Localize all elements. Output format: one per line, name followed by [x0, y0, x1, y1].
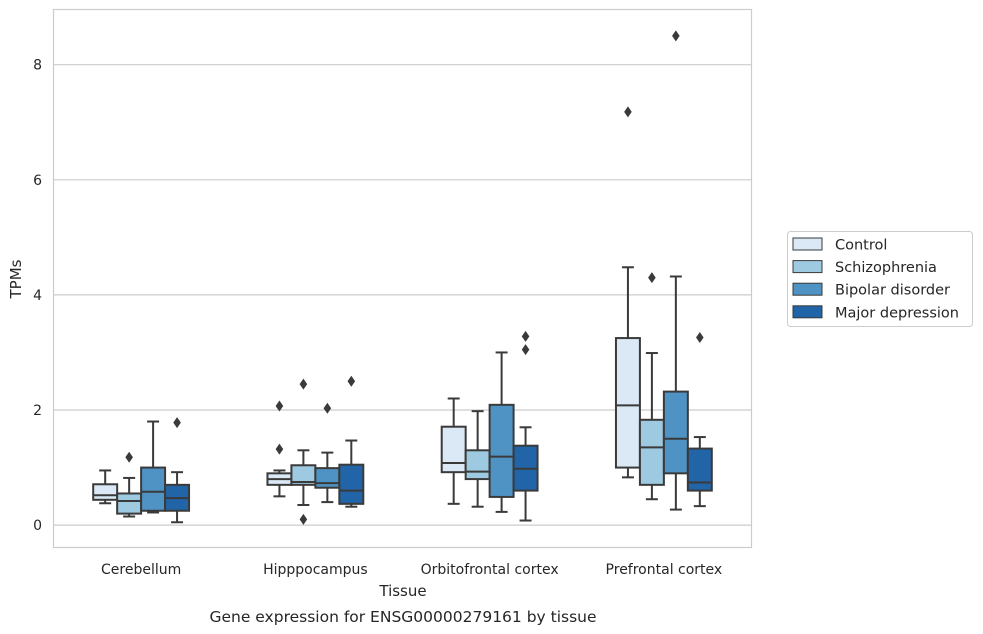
box-body	[464, 449, 491, 481]
box	[512, 330, 539, 522]
box	[686, 331, 713, 508]
box-body	[488, 403, 515, 498]
box	[92, 469, 119, 505]
box	[290, 378, 317, 525]
x-tick-label: Prefrontal cortex	[606, 562, 723, 578]
box-body	[140, 466, 167, 512]
legend-swatch	[792, 237, 823, 251]
x-axis-label: Tissue	[378, 582, 426, 600]
flier-point	[347, 375, 356, 387]
box	[266, 400, 293, 498]
x-tick-label: Cerebellum	[101, 562, 181, 578]
box	[488, 351, 515, 513]
flier-point	[299, 513, 308, 525]
flier-point	[672, 30, 680, 42]
x-tick-labels: Cerebellum Hipppocampus Orbitofrontal cort…	[101, 562, 722, 578]
x-tick-label: Orbitofrontal cortex	[421, 562, 559, 578]
legend-label: Bipolar disorder	[835, 283, 950, 299]
box-body	[614, 337, 641, 469]
y-tick-label: 0	[33, 518, 42, 534]
legend-swatch	[792, 260, 823, 274]
box	[140, 420, 167, 514]
y-tick-label: 6	[33, 173, 42, 189]
flier-point	[275, 400, 284, 412]
flier-point	[521, 344, 530, 356]
flier-point	[125, 451, 133, 463]
box	[338, 375, 365, 508]
x-tick-label: Hipppocampus	[263, 562, 368, 578]
box-body	[662, 390, 689, 475]
box	[614, 106, 641, 479]
box	[440, 397, 467, 505]
legend-frame	[787, 231, 973, 327]
y-axis-label: TPMs	[7, 259, 25, 299]
flier-point	[323, 402, 332, 414]
box-body	[686, 447, 713, 492]
box	[662, 30, 689, 511]
box	[164, 417, 191, 524]
flier-point	[173, 417, 181, 429]
box-body	[92, 483, 119, 501]
legend-label: Control	[835, 238, 887, 254]
flier-point	[696, 331, 704, 343]
legend-label: Major depression	[835, 305, 959, 321]
legend: Control Schizophrenia Bipolar disorder Majo…	[787, 231, 973, 327]
box	[116, 451, 143, 518]
flier-point	[624, 106, 632, 118]
y-tick-label: 2	[33, 403, 42, 419]
box-body	[440, 425, 467, 474]
legend-swatch	[792, 305, 823, 319]
box-body	[638, 418, 665, 486]
y-tick-label: 4	[33, 288, 42, 304]
y-tick-label: 8	[33, 58, 42, 74]
y-tick-labels: 0 2 4 6 8	[33, 58, 42, 534]
flier-point	[521, 330, 530, 342]
flier-point	[299, 378, 308, 390]
box-body	[338, 463, 365, 505]
legend-swatch	[792, 282, 823, 296]
flier-point	[648, 272, 656, 284]
box-body	[314, 467, 341, 489]
flier-point	[275, 443, 284, 455]
chart-title: Gene expression for ENSG00000279161 by t…	[209, 608, 596, 626]
legend-label: Schizophrenia	[835, 260, 937, 276]
box-body	[116, 492, 143, 515]
box-series	[92, 30, 713, 525]
